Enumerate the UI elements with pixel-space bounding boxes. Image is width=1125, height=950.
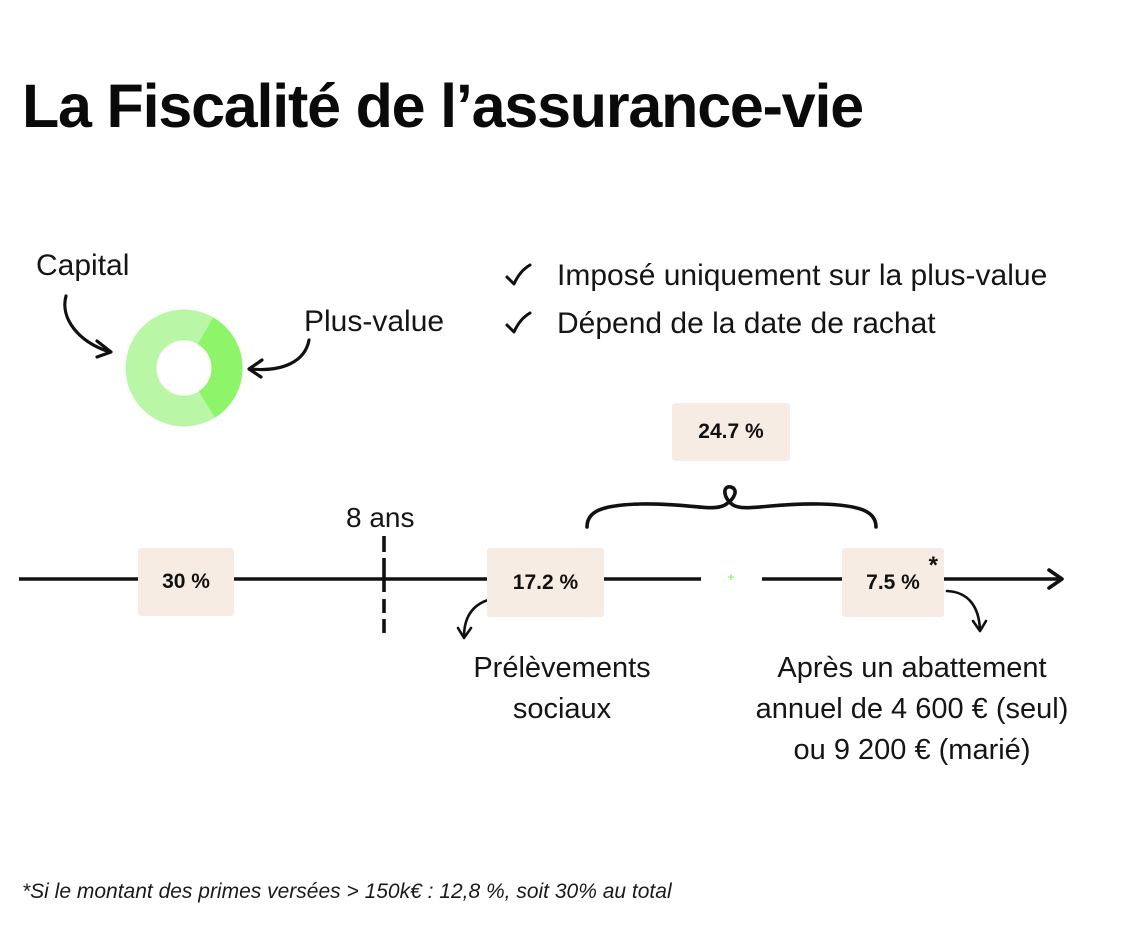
page-title: La Fiscalité de l’assurance-vie: [22, 72, 864, 140]
checklist: Imposé uniquement sur la plus-value Dépe…: [503, 252, 1047, 348]
brace-icon: [585, 485, 878, 529]
social-note-line: Prélèvements: [473, 652, 651, 684]
footnote-marker: *: [928, 552, 938, 579]
social-note-line: sociaux: [512, 693, 612, 725]
income-note-line: Après un abattement: [777, 652, 1047, 684]
income-note-arrow-icon: [945, 589, 988, 633]
donut-plus-value-slice: [197, 317, 243, 418]
income-note: Après un abattement annuel de 4 600 € (s…: [712, 648, 1112, 771]
social-note: Prélèvements sociaux: [452, 648, 672, 730]
check-icon: [505, 263, 532, 286]
timeline-arrowhead-icon: [1047, 568, 1064, 590]
checklist-item: Dépend de la date de rachat: [503, 300, 1047, 348]
income-note-line: ou 9 200 € (marié): [793, 734, 1031, 766]
social-rate-value: 17.2 %: [512, 570, 579, 594]
before-8-years-rate-value: 30 %: [162, 570, 210, 593]
total-rate-value: 24.7 %: [698, 420, 764, 443]
capital-arrow-icon: [63, 294, 113, 359]
total-rate-badge: 24.7 %: [672, 403, 790, 461]
checklist-item-text: Dépend de la date de rachat: [557, 307, 936, 340]
plus-value-arrow-icon: [247, 338, 311, 379]
social-rate-badge: 17.2 %: [487, 548, 604, 617]
milestone-label: 8 ans: [346, 502, 415, 533]
social-note-arrow-icon: [456, 598, 490, 640]
plus-sign-icon: [728, 574, 734, 580]
check-icon: [505, 311, 532, 334]
plus-value-label: Plus-value: [304, 305, 445, 338]
checklist-item: Imposé uniquement sur la plus-value: [503, 252, 1047, 300]
checklist-item-text: Imposé uniquement sur la plus-value: [557, 259, 1048, 292]
income-rate-value: 7.5 %: [866, 570, 920, 594]
before-8-years-rate-badge: 30 %: [138, 548, 234, 616]
footnote: *Si le montant des primes versées > 150k…: [22, 880, 672, 903]
income-note-line: annuel de 4 600 € (seul): [755, 693, 1069, 725]
donut-chart: [125, 309, 243, 427]
income-rate-badge: 7.5 % *: [842, 548, 944, 617]
capital-label: Capital: [36, 249, 130, 282]
